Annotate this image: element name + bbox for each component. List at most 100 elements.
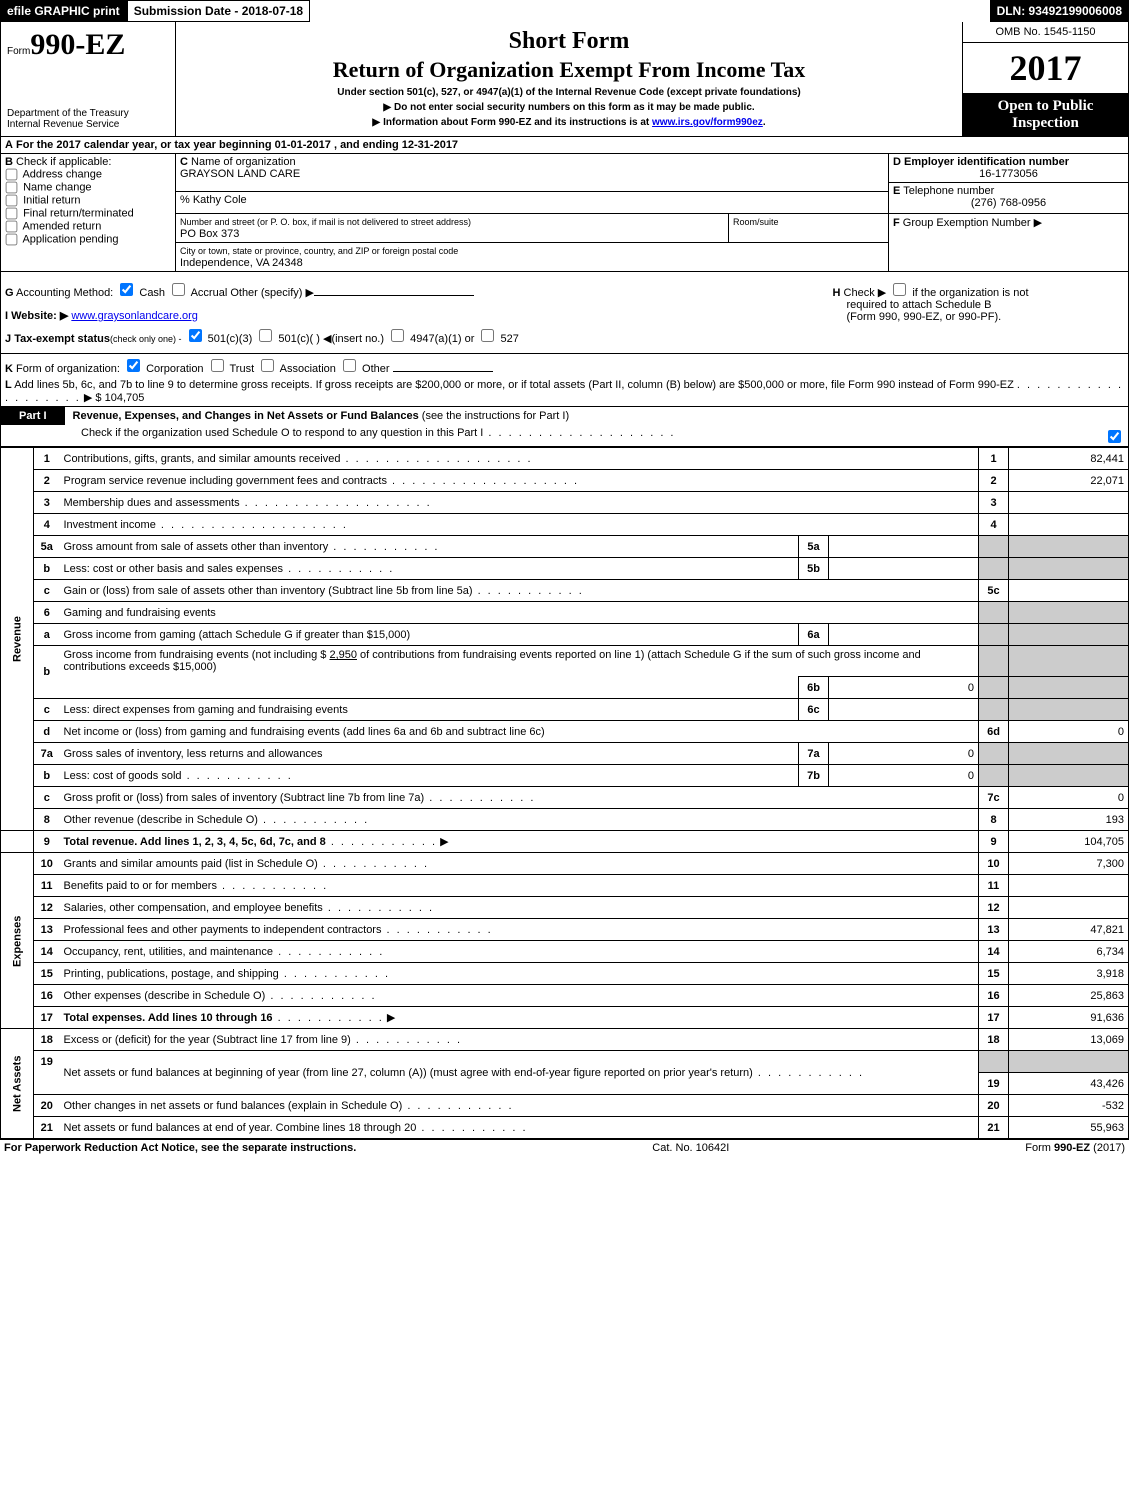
section-c-room: Room/suite <box>729 214 889 243</box>
l5a-shaded <box>979 536 1009 558</box>
opt-501c3: 501(c)(3) <box>208 333 253 345</box>
check-accrual[interactable] <box>172 283 185 296</box>
check-application-pending[interactable] <box>6 234 18 246</box>
l6d-num: d <box>34 721 60 743</box>
letter-d: D <box>893 156 901 168</box>
letter-g: G <box>5 287 14 299</box>
vert-revenue: Revenue <box>1 448 34 831</box>
city-value: Independence, VA 24348 <box>180 257 303 269</box>
department-block: Department of the Treasury Internal Reve… <box>7 108 169 130</box>
l4-rnum: 4 <box>979 514 1009 536</box>
bullet-2a: Information about Form 990-EZ and its in… <box>383 117 652 128</box>
l7c-rnum: 7c <box>979 787 1009 809</box>
section-h-line1b: if the organization is not <box>912 287 1028 299</box>
title-short-form: Short Form <box>180 28 958 55</box>
instructions-link[interactable]: www.irs.gov/form990ez <box>652 117 763 128</box>
check-trust[interactable] <box>211 359 224 372</box>
l3-text: Membership dues and assessments <box>60 492 979 514</box>
section-l-text: Add lines 5b, 6c, and 7b to line 9 to de… <box>14 379 1014 391</box>
l7c-num: c <box>34 787 60 809</box>
section-c-label: Name of organization <box>191 156 296 168</box>
city-label: City or town, state or province, country… <box>180 246 458 256</box>
l6c-mn: 6c <box>799 699 829 721</box>
opt-501c: 501(c)( ) ◀(insert no.) <box>278 333 384 345</box>
l8-val: 193 <box>1009 809 1129 831</box>
l17-num: 17 <box>34 1007 60 1029</box>
l6a-shaded <box>979 624 1009 646</box>
l6d-val: 0 <box>1009 721 1129 743</box>
section-i: I Website: ▶ www.graysonlandcare.org <box>5 309 825 322</box>
check-initial-return[interactable] <box>6 195 18 207</box>
check-501c3[interactable] <box>189 329 202 342</box>
check-final-return[interactable] <box>6 208 18 220</box>
section-k-label: Form of organization: <box>16 363 120 375</box>
l19-rnum: 19 <box>979 1073 1009 1095</box>
l2-num: 2 <box>34 470 60 492</box>
check-amended-return[interactable] <box>6 221 18 233</box>
l12-num: 12 <box>34 897 60 919</box>
check-address-change[interactable] <box>6 169 18 181</box>
l6d-text: Net income or (loss) from gaming and fun… <box>60 721 979 743</box>
opt-final-return: Final return/terminated <box>23 207 134 219</box>
page-footer: For Paperwork Reduction Act Notice, see … <box>0 1139 1129 1156</box>
l16-val: 25,863 <box>1009 985 1129 1007</box>
l5a-num: 5a <box>34 536 60 558</box>
l18-rnum: 18 <box>979 1029 1009 1051</box>
l3-rnum: 3 <box>979 492 1009 514</box>
l6-shaded <box>979 602 1009 624</box>
street-label: Number and street (or P. O. box, if mail… <box>180 217 471 227</box>
l19-shaded-v <box>1009 1051 1129 1073</box>
section-c-careof: % Kathy Cole <box>176 191 889 213</box>
l8-num: 8 <box>34 809 60 831</box>
l1-rnum: 1 <box>979 448 1009 470</box>
l6a-num: a <box>34 624 60 646</box>
letter-k: K <box>5 363 13 375</box>
opt-amended-return: Amended return <box>22 220 101 232</box>
check-other-org[interactable] <box>343 359 356 372</box>
l6d-rnum: 6d <box>979 721 1009 743</box>
check-527[interactable] <box>481 329 494 342</box>
opt-cash: Cash <box>139 287 165 299</box>
l5c-text: Gain or (loss) from sale of assets other… <box>60 580 979 602</box>
l16-text: Other expenses (describe in Schedule O) <box>60 985 979 1007</box>
l6-text: Gaming and fundraising events <box>60 602 979 624</box>
check-4947[interactable] <box>391 329 404 342</box>
l14-text: Occupancy, rent, utilities, and maintena… <box>60 941 979 963</box>
check-h[interactable] <box>893 283 906 296</box>
check-name-change[interactable] <box>6 182 18 194</box>
check-part1-schedule-o[interactable] <box>1108 430 1121 443</box>
section-g: G Accounting Method: Cash Accrual Other … <box>5 280 825 299</box>
l5b-shaded-v <box>1009 558 1129 580</box>
form-num-big: 990-EZ <box>30 28 125 61</box>
l7a-text: Gross sales of inventory, less returns a… <box>60 743 799 765</box>
l6c-shaded <box>979 699 1009 721</box>
check-association[interactable] <box>261 359 274 372</box>
l5c-rnum: 5c <box>979 580 1009 602</box>
ein-value: 16-1773056 <box>893 168 1124 180</box>
l5a-mv <box>829 536 979 558</box>
l6b-mn: 6b <box>799 677 829 699</box>
l7c-val: 0 <box>1009 787 1129 809</box>
form-header: Form990-EZ Department of the Treasury In… <box>0 22 1129 137</box>
l20-num: 20 <box>34 1095 60 1117</box>
l4-val <box>1009 514 1129 536</box>
check-corporation[interactable] <box>127 359 140 372</box>
website-link[interactable]: www.graysonlandcare.org <box>71 310 198 322</box>
opt-association: Association <box>280 363 336 375</box>
check-501c[interactable] <box>259 329 272 342</box>
l19-text: Net assets or fund balances at beginning… <box>60 1051 979 1095</box>
l14-val: 6,734 <box>1009 941 1129 963</box>
l6b-shaded <box>979 646 1009 677</box>
l6b-shaded2-v <box>1009 677 1129 699</box>
l19-num2 <box>34 1073 60 1095</box>
letter-e: E <box>893 185 900 197</box>
l1-num: 1 <box>34 448 60 470</box>
l7b-shaded-v <box>1009 765 1129 787</box>
l20-rnum: 20 <box>979 1095 1009 1117</box>
form-prefix: Form <box>7 46 30 57</box>
footer-mid: Cat. No. 10642I <box>652 1142 729 1154</box>
l1-text: Contributions, gifts, grants, and simila… <box>60 448 979 470</box>
check-cash[interactable] <box>120 283 133 296</box>
l5a-mn: 5a <box>799 536 829 558</box>
telephone-value: (276) 768-0956 <box>893 197 1124 209</box>
